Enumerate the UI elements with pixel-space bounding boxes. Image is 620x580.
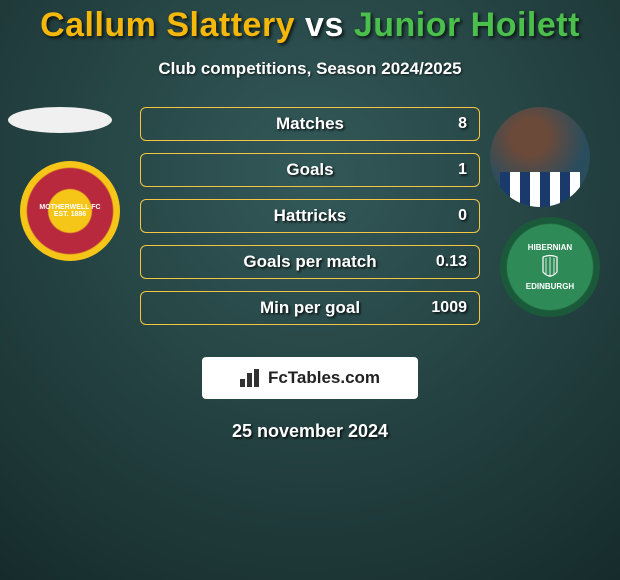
stat-label: Hattricks — [274, 206, 347, 226]
stat-label: Goals — [286, 160, 333, 180]
stat-row-hattricks: Hattricks 0 — [140, 199, 480, 233]
stat-value-right: 1 — [458, 161, 467, 179]
stat-label: Matches — [276, 114, 344, 134]
subtitle: Club competitions, Season 2024/2025 — [0, 59, 620, 79]
player2-avatar — [490, 107, 590, 207]
player2-club-crest: HIBERNIAN EDINBURGH — [500, 217, 600, 317]
brand-text: FcTables.com — [268, 368, 380, 388]
player1-avatar — [8, 107, 112, 133]
stat-row-gpm: Goals per match 0.13 — [140, 245, 480, 279]
player1-club-crest: MOTHERWELL FC EST. 1886 — [20, 161, 120, 261]
title-vs: vs — [305, 6, 344, 44]
stat-row-goals: Goals 1 — [140, 153, 480, 187]
comparison-title: Callum Slattery vs Junior Hoilett — [0, 0, 620, 45]
stat-value-right: 1009 — [431, 299, 467, 317]
stat-rows: Matches 8 Goals 1 Hattricks 0 Goals per … — [140, 107, 480, 337]
stat-value-right: 8 — [458, 115, 467, 133]
stats-area: MOTHERWELL FC EST. 1886 HIBERNIAN EDINBU… — [0, 107, 620, 347]
crest2-text-bottom: EDINBURGH — [526, 282, 574, 291]
title-player1: Callum Slattery — [40, 6, 295, 44]
bar-chart-icon — [240, 369, 262, 387]
stat-value-right: 0 — [458, 207, 467, 225]
stat-row-matches: Matches 8 — [140, 107, 480, 141]
stat-label: Min per goal — [260, 298, 360, 318]
stat-value-right: 0.13 — [436, 253, 467, 271]
crest2-text-top: HIBERNIAN — [528, 243, 572, 252]
crest1-text: MOTHERWELL FC EST. 1886 — [39, 204, 100, 218]
title-player2: Junior Hoilett — [354, 6, 580, 44]
date-text: 25 november 2024 — [0, 421, 620, 442]
harp-icon — [535, 252, 565, 282]
stat-label: Goals per match — [243, 252, 376, 272]
stat-row-mpg: Min per goal 1009 — [140, 291, 480, 325]
brand-badge: FcTables.com — [202, 357, 418, 399]
